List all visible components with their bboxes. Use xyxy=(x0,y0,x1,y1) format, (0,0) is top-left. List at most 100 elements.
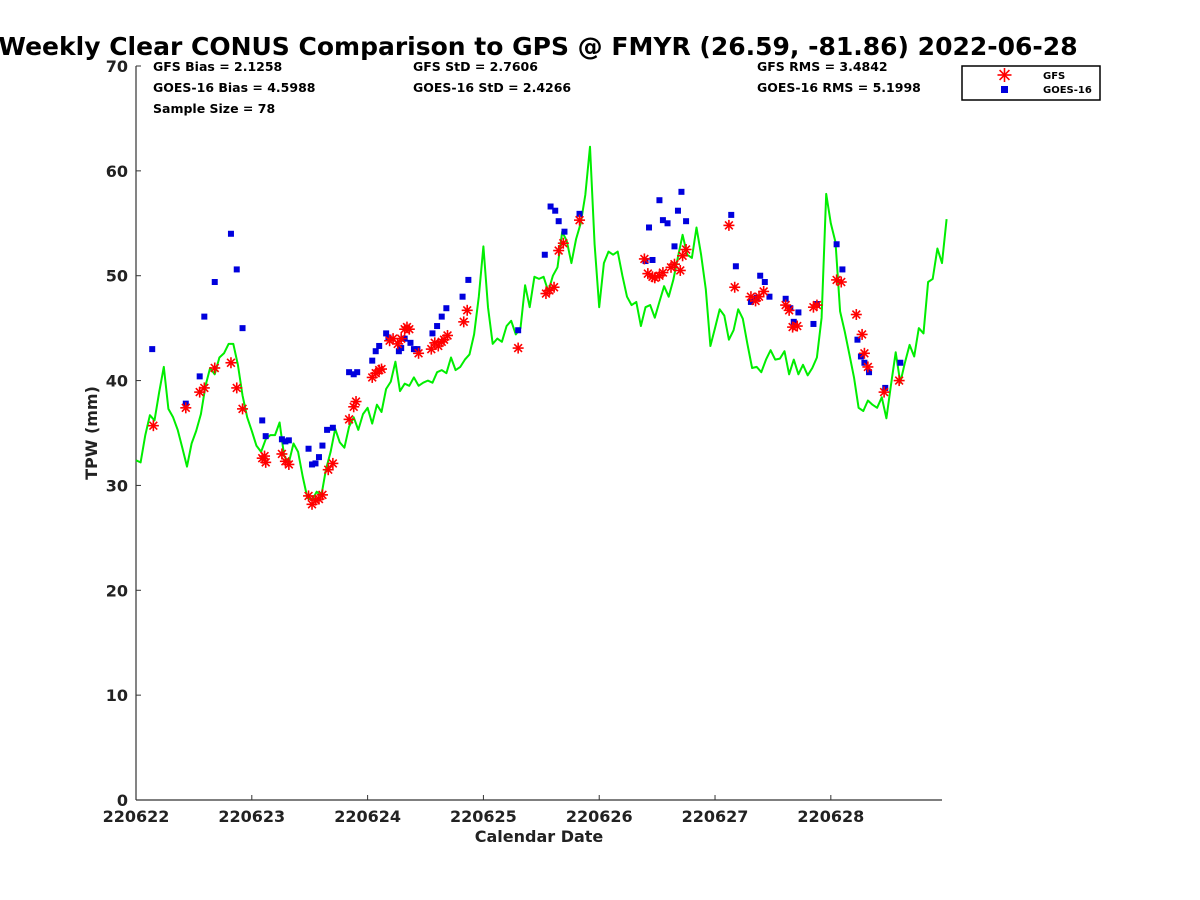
gfs-point-stroke xyxy=(724,220,734,230)
goes-point xyxy=(312,460,319,467)
goes-point xyxy=(395,348,402,355)
goes-point xyxy=(309,461,316,468)
gfs-point xyxy=(322,464,334,476)
plot-area xyxy=(135,145,948,510)
goes-point xyxy=(882,384,889,391)
goes-point xyxy=(410,346,417,353)
gfs-point-stroke xyxy=(639,254,649,264)
gfs-point-stroke xyxy=(393,339,403,349)
legend-goes-marker xyxy=(1001,86,1008,93)
y-tick-label: 70 xyxy=(106,57,128,76)
gfs-point-stroke xyxy=(859,348,869,358)
x-tick-label: 220626 xyxy=(566,807,633,826)
gfs-point-stroke xyxy=(261,457,271,467)
gfs-point xyxy=(403,323,415,335)
gfs-point-stroke xyxy=(575,215,584,225)
goes-point xyxy=(465,276,472,283)
goes-std-stat: GOES-16 StD = 2.4266 xyxy=(413,80,571,95)
gfs-std-stat: GFS StD = 2.7606 xyxy=(413,59,538,74)
gfs-point-stroke xyxy=(232,383,242,393)
y-axis-label: TPW (mm) xyxy=(82,386,101,480)
stats-block: GFS Bias = 2.1258 GOES-16 Bias = 4.5988 … xyxy=(153,59,921,116)
gfs-point-stroke xyxy=(462,305,472,315)
goes-point xyxy=(201,313,208,320)
gfs-point-stroke xyxy=(377,364,386,374)
goes-point xyxy=(196,373,203,380)
goes-point xyxy=(552,207,559,214)
gfs-point xyxy=(878,386,890,398)
gps-series-line xyxy=(135,145,948,502)
goes-point xyxy=(459,293,466,300)
goes-point xyxy=(227,230,234,237)
gfs-point-stroke xyxy=(792,321,802,331)
gfs-point-stroke xyxy=(863,362,873,372)
goes-point xyxy=(324,426,331,433)
gfs-point xyxy=(260,456,272,468)
goes-point xyxy=(671,243,678,250)
goes-point xyxy=(262,433,269,440)
gfs-point-stroke xyxy=(238,404,247,414)
gfs-point-stroke xyxy=(784,305,794,315)
goes-point xyxy=(732,263,739,270)
gfs-point-stroke xyxy=(857,329,867,339)
gfs-point xyxy=(850,309,862,321)
gfs-point xyxy=(350,396,362,408)
gfs-point-stroke xyxy=(643,269,653,279)
goes-point xyxy=(350,371,357,378)
x-tick-label: 220627 xyxy=(682,807,749,826)
y-tick-label: 10 xyxy=(106,686,128,705)
gfs-point xyxy=(442,329,454,341)
gfs-point xyxy=(835,276,847,288)
goes-point xyxy=(555,218,562,225)
y-tick-label: 60 xyxy=(106,162,128,181)
gfs-point xyxy=(327,457,339,469)
goes-point xyxy=(233,266,240,273)
gfs-point xyxy=(198,382,210,394)
gfs-point xyxy=(811,299,823,311)
gfs-point xyxy=(512,342,524,354)
gfs-point-stroke xyxy=(513,343,523,353)
gfs-point xyxy=(674,264,686,276)
gfs-point xyxy=(259,450,271,462)
goes-point xyxy=(659,217,666,224)
gfs-point xyxy=(376,363,388,375)
goes-rms-stat: GOES-16 RMS = 5.1998 xyxy=(757,80,921,95)
gfs-point xyxy=(231,382,243,394)
gfs-point xyxy=(458,316,470,328)
goes-point xyxy=(753,294,760,301)
gfs-series xyxy=(147,214,905,510)
gfs-point xyxy=(856,328,868,340)
gfs-point-stroke xyxy=(730,282,740,292)
gfs-point-stroke xyxy=(836,277,846,287)
sample-size-stat: Sample Size = 78 xyxy=(153,101,275,116)
gfs-point-stroke xyxy=(678,251,688,261)
gfs-point-stroke xyxy=(670,259,679,269)
gfs-point xyxy=(316,489,328,501)
gfs-point xyxy=(858,347,870,359)
goes-point xyxy=(407,339,414,346)
gfs-point-stroke xyxy=(317,490,327,500)
goes-point xyxy=(664,220,671,227)
gfs-point-stroke xyxy=(388,334,398,344)
goes-point xyxy=(678,188,685,195)
gfs-point-stroke xyxy=(414,348,424,358)
gfs-point-stroke xyxy=(675,266,685,275)
goes-point xyxy=(761,279,768,286)
gfs-point-stroke xyxy=(851,310,861,319)
x-tick-label: 220625 xyxy=(450,807,517,826)
goes-point xyxy=(329,424,336,431)
gfs-point-stroke xyxy=(894,376,904,386)
x-tick-label: 220622 xyxy=(103,807,170,826)
gfs-point xyxy=(729,281,741,293)
gfs-point-stroke xyxy=(781,300,791,310)
gfs-point xyxy=(557,237,569,249)
goes-point xyxy=(346,369,353,376)
goes-point xyxy=(866,369,873,376)
gfs-point xyxy=(548,281,560,293)
goes-point xyxy=(429,330,436,337)
goes-point xyxy=(211,279,218,286)
goes-point xyxy=(782,295,789,302)
legend: GFS GOES-16 xyxy=(961,65,1101,101)
x-axis-label: Calendar Date xyxy=(475,827,604,846)
